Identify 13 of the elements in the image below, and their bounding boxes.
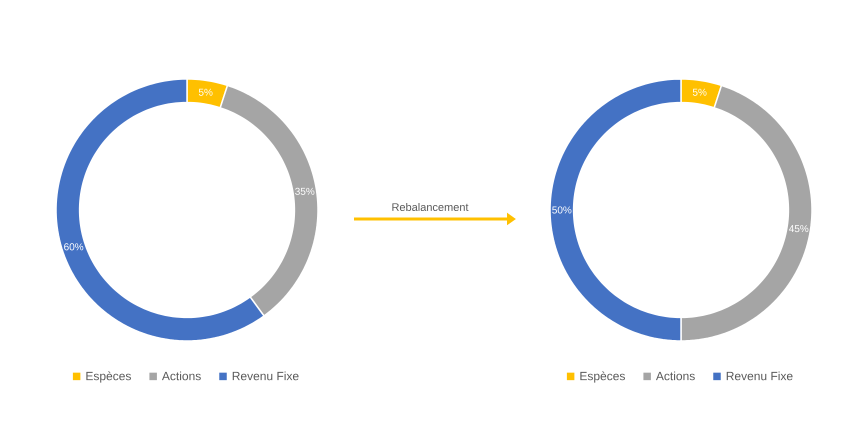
data-label: 60% — [64, 243, 84, 250]
data-label: 50% — [552, 206, 572, 214]
legend-label: Actions — [162, 371, 201, 380]
data-label: 5% — [198, 88, 213, 96]
legend-label: Espèces — [86, 371, 131, 383]
legend-label: Revenu Fixe — [232, 371, 299, 380]
text: Rebalancement — [392, 202, 468, 212]
legend-label: Actions — [656, 371, 695, 380]
legend-label: Espèces — [580, 371, 625, 383]
legend-label: Revenu Fixe — [726, 371, 793, 380]
data-label: 35% — [295, 188, 314, 195]
data-label: 5% — [692, 88, 707, 96]
data-label: 45% — [788, 225, 808, 232]
